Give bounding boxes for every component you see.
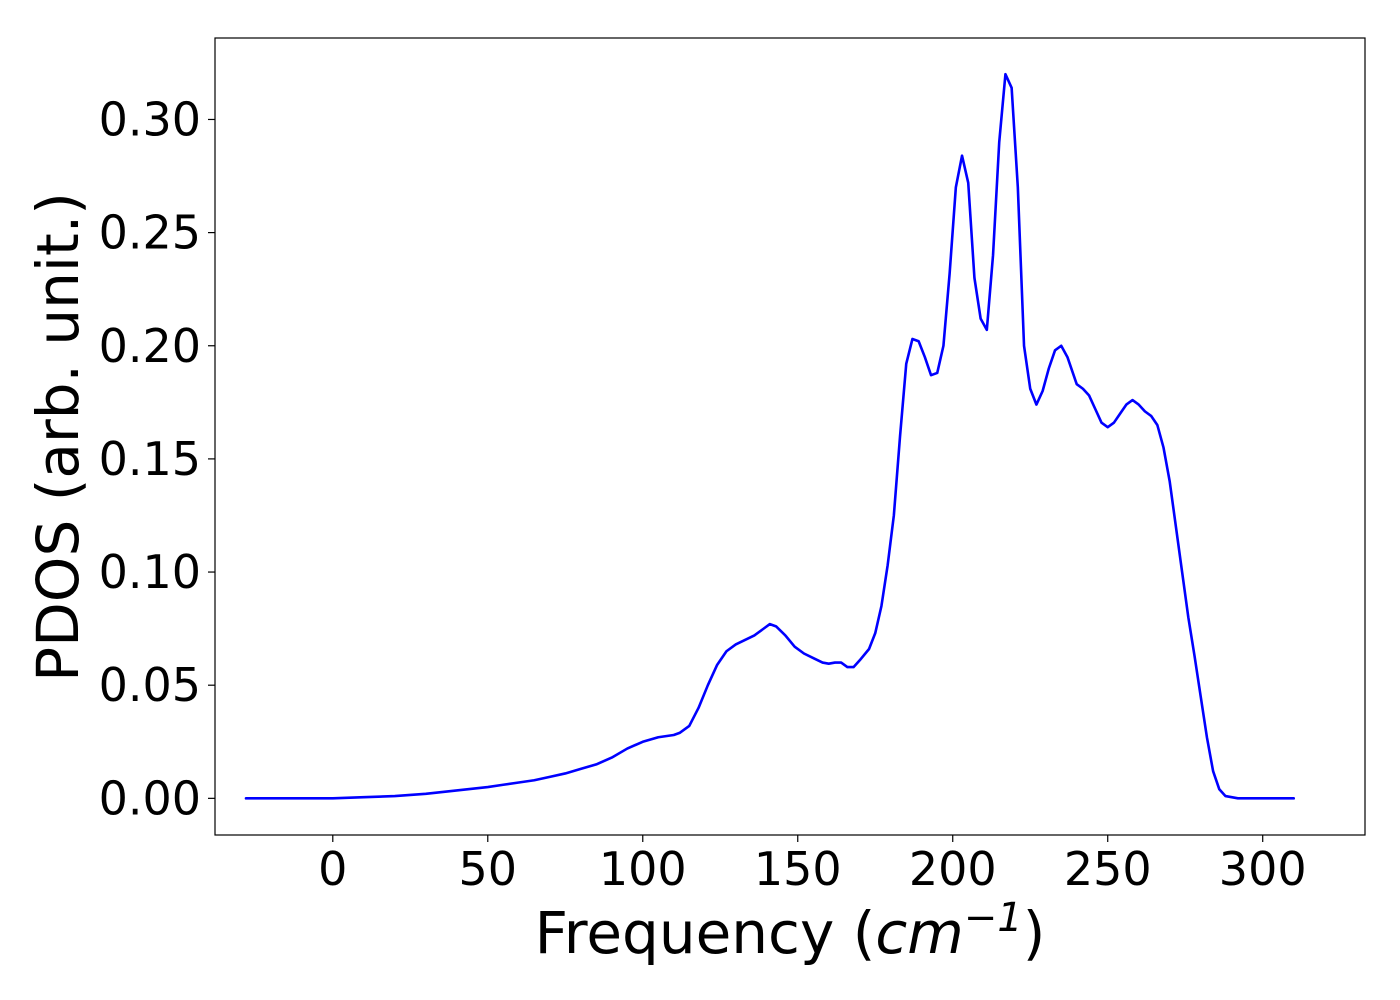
x-tick-label: 0 <box>318 842 347 896</box>
y-tick-label: 0.15 <box>99 432 201 486</box>
x-axis-label: Frequency (cm−1) <box>535 895 1046 967</box>
y-tick-label: 0.10 <box>99 545 201 599</box>
y-tick-label: 0.00 <box>99 771 201 825</box>
plot-area <box>215 38 1365 835</box>
y-tick-label: 0.30 <box>99 92 201 146</box>
x-tick-label: 300 <box>1219 842 1307 896</box>
plot-series-group <box>244 72 1296 800</box>
plot-frame <box>214 37 1366 836</box>
x-axis-label-main: Frequency ( <box>535 899 876 967</box>
y-tick-label: 0.20 <box>99 319 201 373</box>
series-line <box>244 72 1296 800</box>
x-axis-label-exponent: −1 <box>964 895 1023 941</box>
x-axis-label-unit: cm <box>875 899 963 967</box>
x-axis-ticks: 0 50 100 150 200 250 300 <box>318 835 1307 896</box>
x-axis-label-close: ) <box>1023 899 1046 967</box>
x-tick-label: 150 <box>754 842 842 896</box>
x-tick-label: 100 <box>599 842 687 896</box>
x-tick-label: 50 <box>459 842 518 896</box>
y-axis-label: PDOS (arb. unit.) <box>24 192 92 682</box>
y-tick-label: 0.25 <box>99 206 201 260</box>
y-tick-label: 0.05 <box>99 658 201 712</box>
x-tick-label: 200 <box>909 842 997 896</box>
y-axis-ticks: 0.00 0.05 0.10 0.15 0.20 0.25 0.30 <box>99 92 215 825</box>
x-tick-label: 250 <box>1064 842 1152 896</box>
